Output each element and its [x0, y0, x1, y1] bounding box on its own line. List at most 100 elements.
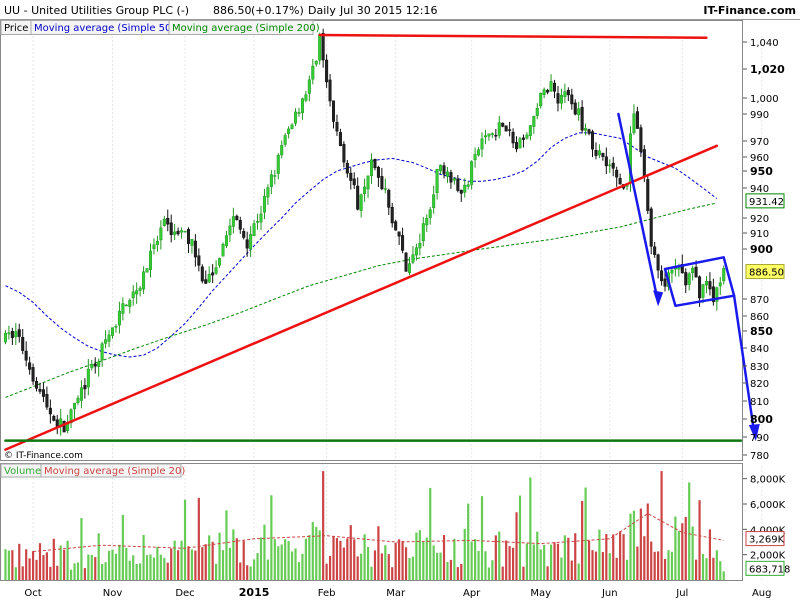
- volume-bar: [373, 550, 377, 580]
- candle-body: [325, 59, 329, 83]
- candle-body: [687, 273, 691, 285]
- y-tick-label: 970: [750, 137, 769, 148]
- candle-body: [62, 421, 66, 433]
- y-tick-label: 1,040: [750, 38, 779, 49]
- candle-body: [73, 402, 77, 410]
- volume-bar: [139, 563, 142, 580]
- candle-body: [539, 92, 543, 107]
- candle-body: [387, 190, 391, 208]
- volume-bar: [546, 566, 549, 580]
- volume-bar: [708, 529, 712, 580]
- volume-bar: [201, 547, 204, 580]
- y-tick-label: 800: [750, 413, 773, 426]
- volume-bar: [135, 563, 138, 580]
- volume-bar: [104, 562, 107, 580]
- candle-body: [591, 131, 595, 150]
- volume-bar: [7, 550, 11, 580]
- candle-body: [273, 175, 277, 177]
- candle-body: [166, 217, 170, 225]
- candle-body: [17, 329, 21, 337]
- volume-bar: [97, 533, 100, 580]
- candle-body: [366, 175, 370, 190]
- ma200-last-value-box: [745, 193, 785, 209]
- candle-body: [477, 149, 481, 156]
- volume-bar: [80, 517, 83, 580]
- volume-bar: [487, 567, 491, 580]
- volume-bar: [211, 541, 214, 580]
- volume-bar: [239, 562, 242, 580]
- volume-bar: [38, 543, 42, 580]
- candle-body: [594, 150, 598, 156]
- volume-tick-label: 4,000K: [750, 525, 786, 536]
- candle-body: [508, 129, 512, 131]
- ma200-last-value: 931.42: [749, 197, 784, 208]
- y-tick-label: 940: [750, 184, 769, 195]
- volume-bar: [294, 548, 297, 580]
- candle-body: [28, 362, 32, 370]
- volume-bar: [532, 544, 535, 580]
- candle-body: [390, 207, 394, 224]
- volume-bar: [674, 516, 677, 580]
- candle-body: [397, 231, 401, 237]
- x-tick-label: Jul: [675, 588, 688, 599]
- volume-bar: [121, 514, 124, 580]
- volume-bar: [177, 550, 180, 580]
- volume-bar: [601, 552, 604, 580]
- volume-bar: [101, 563, 104, 580]
- volume-bar: [173, 540, 176, 580]
- candle-body: [297, 112, 301, 114]
- volume-bar: [259, 537, 263, 580]
- volume-bar: [467, 503, 470, 580]
- volume-bar: [622, 534, 625, 580]
- volume-bar: [204, 544, 207, 580]
- candle-body: [276, 154, 280, 174]
- volume-bar: [197, 497, 200, 580]
- volume-bar: [719, 561, 722, 580]
- y-tick-label: 830: [750, 362, 769, 373]
- volume-bar: [266, 559, 270, 580]
- volume-bar: [45, 552, 48, 580]
- candle-body: [104, 339, 108, 344]
- candle-body: [373, 159, 377, 169]
- volume-bar: [66, 540, 69, 580]
- x-tick-label: 2015: [239, 586, 270, 599]
- candle-body: [155, 240, 159, 245]
- volume-bar: [114, 553, 118, 580]
- candle-body: [535, 107, 539, 116]
- volume-bar: [280, 544, 283, 580]
- y-tick-label: 780: [750, 451, 769, 462]
- candle-body: [570, 94, 574, 105]
- candle-body: [715, 287, 719, 302]
- candle-body: [553, 82, 557, 92]
- volume-bar: [263, 524, 266, 580]
- volume-bar: [480, 496, 484, 580]
- candle-body: [131, 291, 135, 299]
- volume-bar: [660, 471, 663, 580]
- candle-body: [235, 215, 239, 221]
- volume-bar: [608, 553, 611, 580]
- candle-body: [521, 137, 525, 140]
- volume-bar: [398, 539, 401, 580]
- volume-bar: [446, 561, 449, 580]
- volume-bar: [439, 552, 442, 580]
- candle-body: [670, 269, 674, 274]
- candle-body: [566, 89, 570, 96]
- volume-bar: [328, 555, 332, 580]
- symbol-title: UU - United Utilities Group PLC (-): [4, 4, 189, 17]
- candle-body: [718, 282, 722, 287]
- candle-body: [376, 166, 380, 178]
- candle-body: [231, 216, 235, 227]
- volume-bar: [663, 558, 667, 580]
- candle-body: [698, 276, 702, 299]
- candle-body: [546, 90, 550, 93]
- x-tick-label: Aug: [752, 588, 772, 599]
- period-label: Daily: [308, 4, 336, 17]
- volume-bar: [377, 526, 380, 580]
- candle-body: [356, 185, 360, 210]
- volume-bar: [318, 530, 321, 580]
- candle-body: [335, 122, 339, 132]
- candle-body: [48, 407, 52, 415]
- candle-body: [221, 244, 225, 257]
- volume-bar: [657, 551, 660, 580]
- y-tick-label: 920: [750, 214, 769, 225]
